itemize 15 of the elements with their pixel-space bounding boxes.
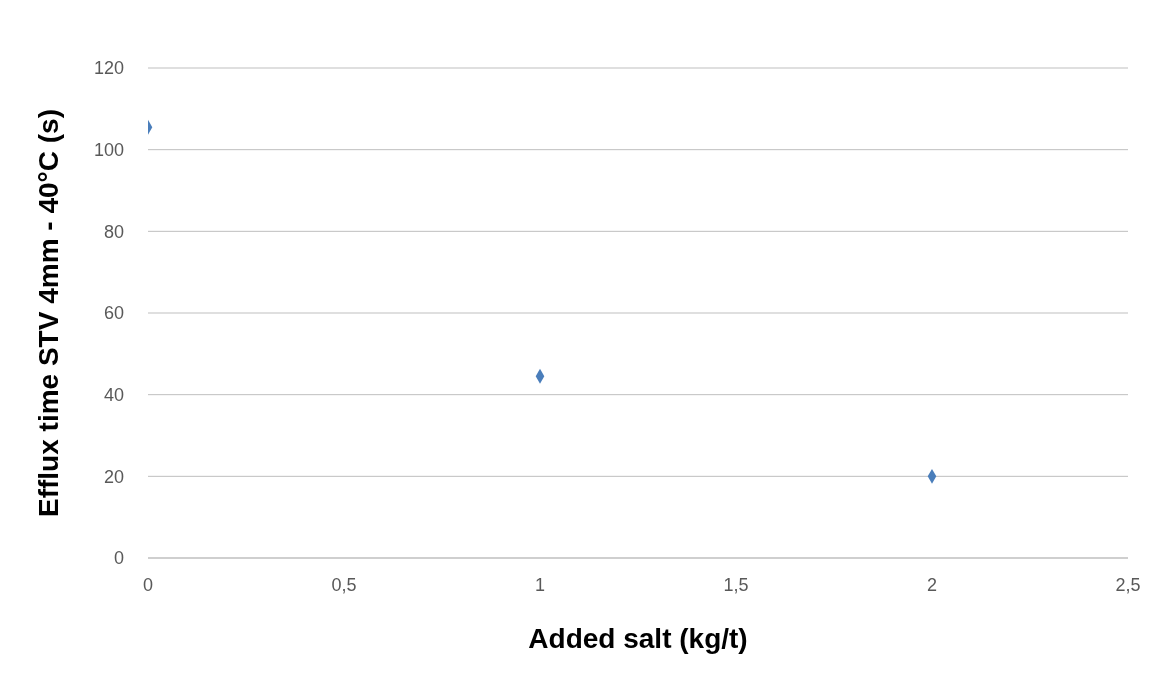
y-tick-label: 0 — [113, 548, 124, 569]
x-tick-label: 1 — [534, 574, 546, 595]
x-tick-label: 0,5 — [331, 574, 357, 595]
y-tick-label: 80 — [103, 221, 124, 242]
y-axis-title: Efflux time STV 4mm - 40°C (s) — [32, 109, 64, 517]
x-tick-label: 1,5 — [723, 574, 749, 595]
x-tick-label: 2,5 — [1115, 574, 1141, 595]
y-tick-label: 120 — [93, 58, 124, 79]
y-tick-label: 20 — [103, 466, 124, 487]
y-tick-label: 100 — [93, 140, 124, 161]
y-tick-label: 60 — [103, 303, 124, 324]
x-tick-label: 0 — [142, 574, 154, 595]
x-axis-title: Added salt (kg/t) — [528, 623, 748, 654]
y-tick-label: 40 — [103, 385, 124, 406]
x-tick-label: 2 — [926, 574, 938, 595]
